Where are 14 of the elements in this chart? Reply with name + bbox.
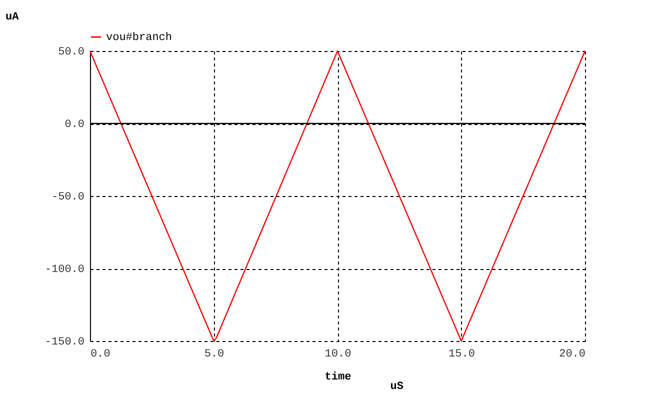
y-tick-label: -100.0 (44, 264, 84, 276)
y-tick-label: -150.0 (44, 336, 84, 348)
x-tick-label: 15.0 (448, 348, 475, 360)
x-tick-label: 20.0 (559, 348, 586, 360)
y-tick-label: 0.0 (64, 119, 84, 131)
x-axis-title: time (324, 372, 352, 384)
x-tick-label: 10.0 (324, 348, 352, 360)
legend-label: vou#branch (106, 32, 172, 44)
x-tick-label: 5.0 (204, 348, 224, 360)
y-tick-label: -50.0 (51, 192, 84, 204)
y-axis-title: uA (6, 12, 20, 24)
text: uS (390, 381, 404, 393)
x-tick-label: 0.0 (90, 348, 110, 360)
y-tick-label: 50.0 (58, 46, 84, 58)
